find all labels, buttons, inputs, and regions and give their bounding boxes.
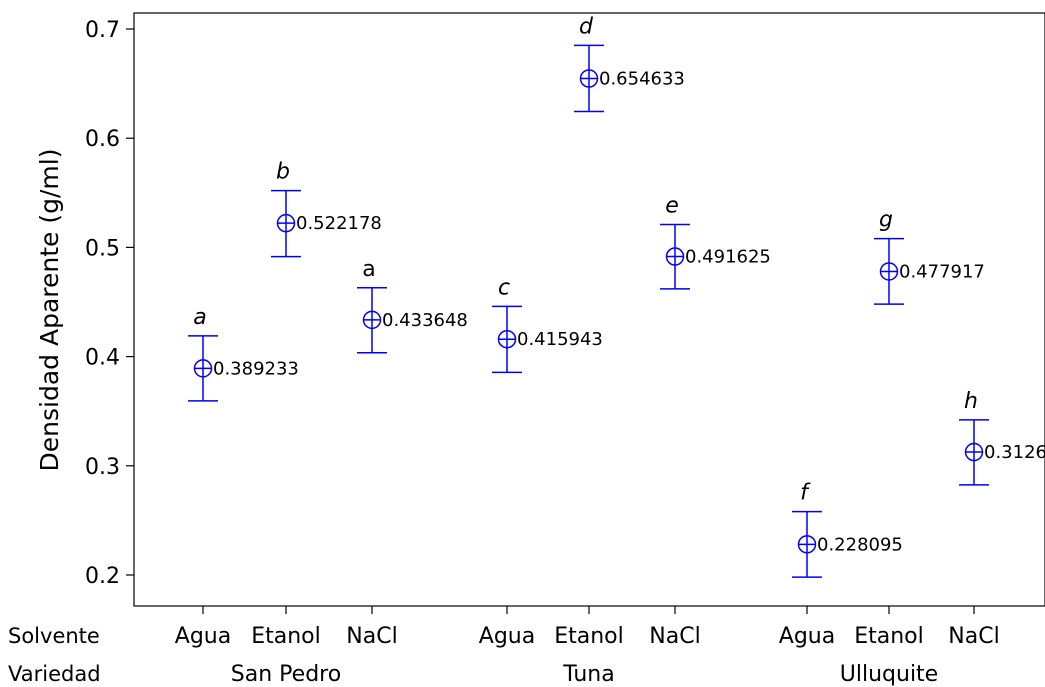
category-labels: Agua Etanol NaCl Agua Etanol NaCl Agua Etanol Na…	[175, 606, 1000, 649]
solvente-label: NaCl	[649, 624, 700, 649]
data-point: 0.654633 d	[574, 14, 685, 113]
marks-clip-group: 0.389233 a 0.522178 b 0.433648 a 0.415943 c 0.65…	[188, 14, 1045, 578]
data-label: 0.389233	[213, 358, 299, 379]
solvente-row-label: Solvente	[8, 624, 100, 648]
variedad-label: San Pedro	[231, 662, 341, 687]
solvente-label: Etanol	[554, 624, 624, 649]
y-axis: 0.2 0.3 0.4 0.5 0.6 0.7	[85, 18, 134, 589]
y-tick-label: 0.2	[85, 564, 120, 589]
data-point: 0.522178 b	[271, 160, 382, 258]
y-tick-label: 0.4	[85, 346, 120, 371]
solvente-label: NaCl	[948, 624, 999, 649]
variedad-label: Tuna	[562, 662, 614, 687]
significance-letter: g	[879, 208, 893, 233]
significance-letter: d	[579, 14, 594, 39]
data-label: 0.522178	[296, 213, 382, 234]
significance-letter: e	[665, 193, 679, 218]
solvente-label: Etanol	[251, 624, 321, 649]
y-tick-label: 0.7	[85, 18, 120, 43]
data-point: 0.389233 a	[188, 305, 299, 402]
data-label: 0.433648	[382, 310, 468, 331]
variedad-label: Ulluquite	[840, 662, 938, 687]
y-axis-title: Densidad Aparente (g/ml)	[35, 149, 64, 472]
significance-letter: a	[362, 257, 375, 282]
y-tick-label: 0.6	[85, 127, 120, 152]
y-tick-label: 0.3	[85, 455, 120, 480]
data-point: 0.491625 e	[660, 193, 771, 290]
significance-letter: c	[498, 275, 510, 300]
significance-letter: h	[964, 389, 978, 414]
variedad-row-label: Variedad	[8, 662, 101, 686]
data-point: 0.3126 h	[959, 389, 1045, 486]
data-point: 0.415943 c	[492, 275, 603, 374]
data-point: 0.228095 f	[792, 481, 903, 578]
significance-letter: f	[800, 481, 811, 506]
group-labels: San Pedro Tuna Ulluquite	[231, 662, 938, 687]
solvente-label: NaCl	[346, 624, 397, 649]
significance-letter: b	[276, 160, 290, 185]
data-label: 0.491625	[685, 247, 771, 268]
y-tick-label: 0.5	[85, 236, 120, 261]
solvente-label: Agua	[779, 624, 835, 649]
data-label: 0.477917	[899, 262, 985, 283]
solvente-label: Agua	[175, 624, 231, 649]
data-point: 0.433648 a	[357, 257, 468, 354]
solvente-label: Etanol	[854, 624, 924, 649]
data-label: 0.415943	[517, 329, 603, 350]
data-label: 0.228095	[817, 534, 903, 555]
data-marks: 0.389233 a 0.522178 b 0.433648 a 0.415943 c 0.65…	[188, 14, 1045, 578]
data-point: 0.477917 g	[874, 208, 985, 305]
significance-letter: a	[193, 305, 206, 330]
solvente-label: Agua	[479, 624, 535, 649]
data-label: 0.654633	[599, 69, 685, 90]
data-label: 0.3126	[984, 442, 1045, 463]
